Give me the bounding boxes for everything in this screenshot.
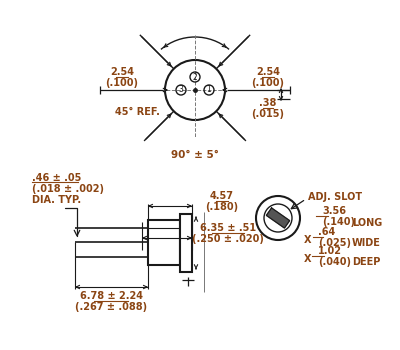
- Text: (.180): (.180): [206, 202, 238, 212]
- Text: (.025): (.025): [318, 238, 351, 248]
- Text: (.018 ± .002): (.018 ± .002): [32, 184, 104, 194]
- Text: 6.35 ± .51: 6.35 ± .51: [200, 223, 256, 233]
- Text: (.100): (.100): [252, 78, 284, 88]
- Text: X: X: [304, 254, 312, 264]
- Text: 1.02: 1.02: [318, 246, 342, 256]
- Text: 2.54: 2.54: [110, 67, 134, 77]
- Text: 1: 1: [207, 85, 211, 94]
- Text: .46 ± .05: .46 ± .05: [32, 173, 81, 183]
- Text: DIA. TYP.: DIA. TYP.: [32, 195, 81, 205]
- Text: 90° ± 5°: 90° ± 5°: [171, 150, 219, 160]
- Text: 45° REF.: 45° REF.: [114, 107, 160, 117]
- Text: 4.57: 4.57: [210, 191, 234, 201]
- Text: (.267 ± .088): (.267 ± .088): [75, 302, 147, 312]
- Text: LONG: LONG: [352, 218, 382, 228]
- Text: 2: 2: [193, 72, 197, 82]
- Circle shape: [256, 196, 300, 240]
- Text: (.250 ± .020): (.250 ± .020): [192, 234, 264, 244]
- Bar: [180, 214, 192, 272]
- Text: (.015): (.015): [252, 109, 284, 119]
- Bar: [148, 220, 180, 265]
- Polygon shape: [266, 208, 290, 228]
- Text: 3.56: 3.56: [322, 206, 346, 216]
- Text: .38: .38: [259, 98, 277, 108]
- Text: X: X: [304, 235, 312, 245]
- Text: (.100): (.100): [106, 78, 138, 88]
- Text: .64: .64: [318, 227, 335, 237]
- Text: 6.78 ± 2.24: 6.78 ± 2.24: [80, 291, 142, 301]
- Text: (.140): (.140): [322, 217, 355, 227]
- Circle shape: [264, 204, 292, 232]
- Text: DEEP: DEEP: [352, 257, 380, 267]
- Text: 2.54: 2.54: [256, 67, 280, 77]
- Text: (.040): (.040): [318, 257, 351, 267]
- Text: ADJ. SLOT: ADJ. SLOT: [308, 192, 362, 202]
- Text: WIDE: WIDE: [352, 238, 381, 248]
- Text: 3: 3: [178, 85, 184, 94]
